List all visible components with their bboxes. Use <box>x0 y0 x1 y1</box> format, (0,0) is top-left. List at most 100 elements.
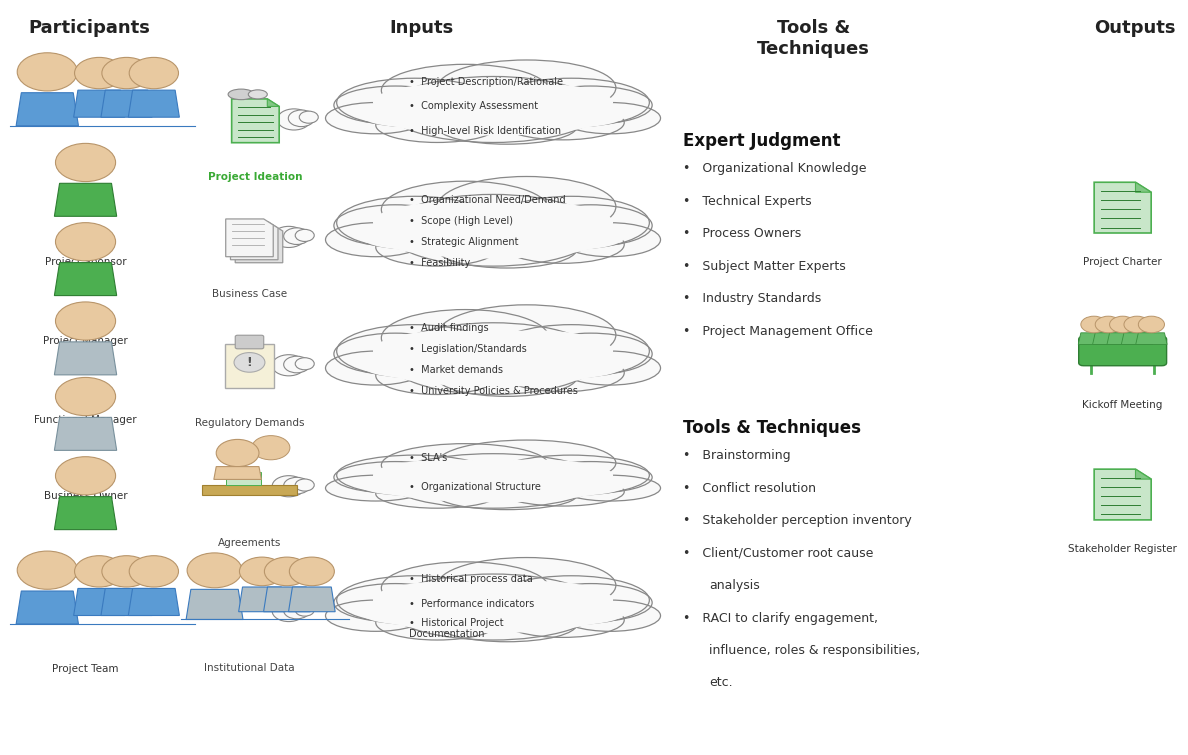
Polygon shape <box>214 467 261 479</box>
Ellipse shape <box>336 79 493 127</box>
Ellipse shape <box>334 86 456 125</box>
Ellipse shape <box>334 205 456 246</box>
Text: •  Historical process data: • Historical process data <box>409 575 533 584</box>
Ellipse shape <box>381 101 605 136</box>
Ellipse shape <box>359 473 470 496</box>
Ellipse shape <box>501 226 624 263</box>
Ellipse shape <box>334 461 456 493</box>
Ellipse shape <box>336 576 493 624</box>
FancyBboxPatch shape <box>1079 337 1167 365</box>
Text: Participants: Participants <box>29 19 150 37</box>
Circle shape <box>296 358 315 370</box>
Text: Project Sponsor: Project Sponsor <box>45 257 126 267</box>
Polygon shape <box>17 93 78 125</box>
Ellipse shape <box>387 574 599 640</box>
Text: Stakeholder Register: Stakeholder Register <box>1068 544 1177 553</box>
Circle shape <box>102 556 151 587</box>
Circle shape <box>1124 316 1150 333</box>
Circle shape <box>272 355 305 376</box>
Ellipse shape <box>375 479 499 508</box>
Ellipse shape <box>501 105 624 140</box>
Ellipse shape <box>456 202 613 243</box>
Circle shape <box>1110 316 1136 333</box>
Polygon shape <box>1136 333 1167 344</box>
Circle shape <box>252 436 290 460</box>
Circle shape <box>277 109 310 130</box>
Ellipse shape <box>359 597 470 625</box>
Polygon shape <box>235 225 283 263</box>
Circle shape <box>1138 316 1164 333</box>
Ellipse shape <box>381 310 549 366</box>
Polygon shape <box>264 587 310 612</box>
Ellipse shape <box>437 557 615 613</box>
Ellipse shape <box>375 229 499 267</box>
Polygon shape <box>187 590 244 619</box>
Ellipse shape <box>336 196 493 249</box>
Polygon shape <box>55 183 116 216</box>
Text: •  Organizational Need/Demand: • Organizational Need/Demand <box>409 195 565 205</box>
Text: •  University Policies & Procedures: • University Policies & Procedures <box>409 387 579 396</box>
Polygon shape <box>239 587 285 612</box>
Polygon shape <box>55 342 116 374</box>
FancyBboxPatch shape <box>225 344 274 388</box>
Polygon shape <box>55 497 116 530</box>
Text: Project Ideation: Project Ideation <box>208 172 303 182</box>
Ellipse shape <box>373 331 530 371</box>
Circle shape <box>272 226 305 248</box>
Text: PMO: PMO <box>74 166 97 176</box>
Polygon shape <box>1107 333 1138 344</box>
Ellipse shape <box>373 459 530 491</box>
Ellipse shape <box>437 60 615 116</box>
Polygon shape <box>101 90 152 117</box>
Ellipse shape <box>381 562 549 614</box>
Polygon shape <box>17 591 78 624</box>
Circle shape <box>75 556 124 587</box>
Ellipse shape <box>381 474 605 503</box>
Circle shape <box>284 602 310 619</box>
Ellipse shape <box>493 79 650 127</box>
Text: •  Performance indicators: • Performance indicators <box>409 599 535 609</box>
Ellipse shape <box>381 220 605 258</box>
Ellipse shape <box>334 584 456 622</box>
Ellipse shape <box>400 461 586 501</box>
Circle shape <box>299 111 318 123</box>
Ellipse shape <box>530 461 652 493</box>
Ellipse shape <box>373 581 530 619</box>
Ellipse shape <box>516 100 627 128</box>
Circle shape <box>56 223 115 260</box>
Circle shape <box>240 557 284 586</box>
Circle shape <box>56 302 115 340</box>
Ellipse shape <box>375 108 499 143</box>
Ellipse shape <box>381 181 549 238</box>
Ellipse shape <box>437 177 615 237</box>
Text: •  High-level Risk Identification: • High-level Risk Identification <box>409 126 562 137</box>
Text: •  Strategic Alignment: • Strategic Alignment <box>409 237 519 247</box>
Ellipse shape <box>400 332 586 385</box>
Text: etc.: etc. <box>709 676 733 689</box>
Ellipse shape <box>375 356 499 394</box>
Ellipse shape <box>516 348 627 378</box>
Circle shape <box>129 57 178 89</box>
Polygon shape <box>1079 333 1110 344</box>
Ellipse shape <box>560 223 661 257</box>
Ellipse shape <box>560 351 661 385</box>
Ellipse shape <box>336 325 493 378</box>
Circle shape <box>284 477 310 494</box>
Text: •  Scope (High Level): • Scope (High Level) <box>409 216 513 226</box>
Ellipse shape <box>560 600 661 631</box>
Text: analysis: analysis <box>709 579 760 592</box>
Circle shape <box>234 353 265 372</box>
Ellipse shape <box>359 348 470 378</box>
Ellipse shape <box>387 454 599 508</box>
Ellipse shape <box>381 64 549 116</box>
Text: •   Conflict resolution: • Conflict resolution <box>683 482 816 495</box>
Ellipse shape <box>437 440 615 486</box>
Ellipse shape <box>326 223 426 257</box>
Text: •  Market demands: • Market demands <box>409 365 504 375</box>
Text: •   Stakeholder perception inventory: • Stakeholder perception inventory <box>683 514 912 527</box>
Text: •  SLA's: • SLA's <box>409 453 448 463</box>
Ellipse shape <box>501 602 624 637</box>
Text: Tools & Techniques: Tools & Techniques <box>683 419 861 437</box>
Text: Project Manager: Project Manager <box>43 336 128 346</box>
Text: Functional Manager: Functional Manager <box>34 415 137 425</box>
